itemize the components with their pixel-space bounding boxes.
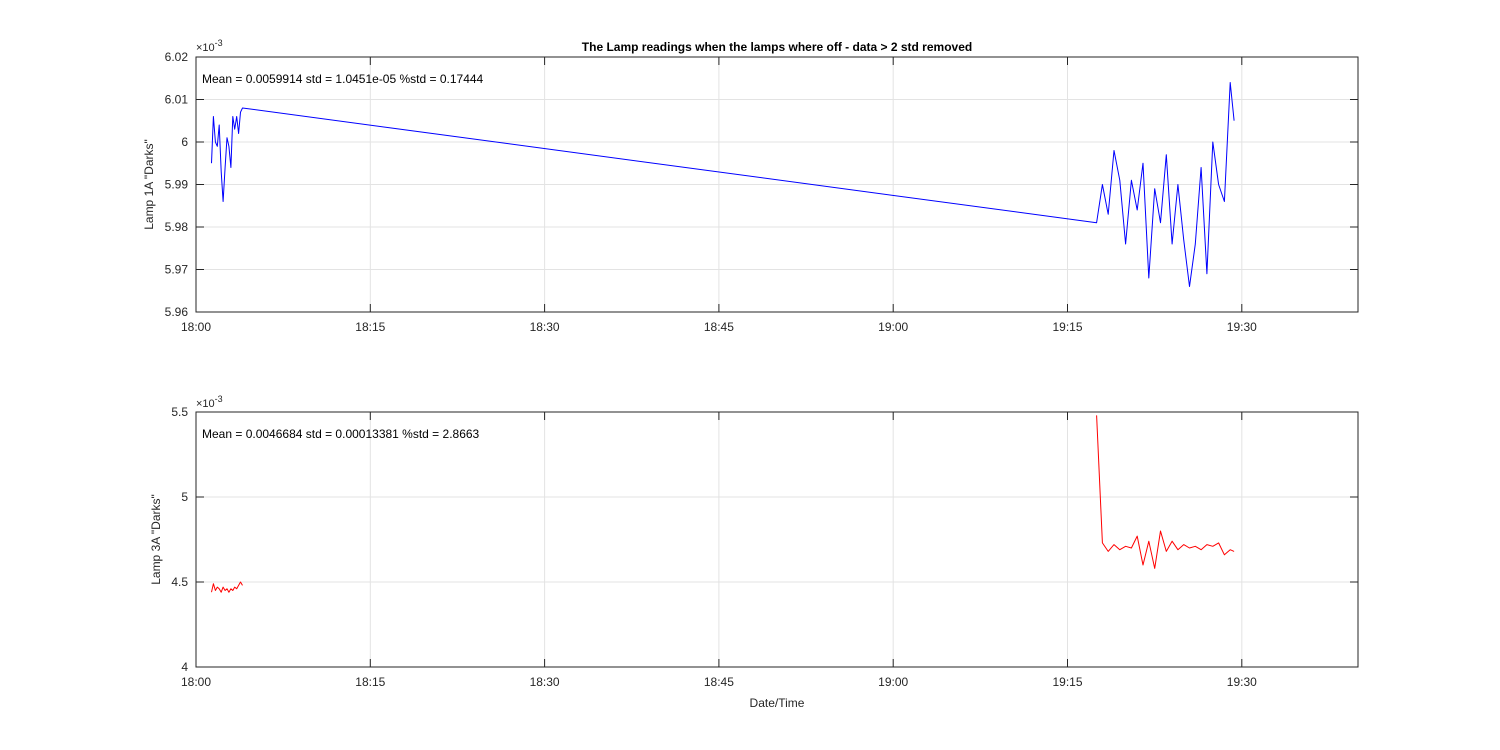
bottom-plot-frame <box>195 411 1359 668</box>
y-tick-label: 5.5 <box>171 405 188 419</box>
y-tick-label: 4 <box>181 660 188 674</box>
x-tick-label: 18:45 <box>704 320 734 334</box>
bottom-stats-annotation: Mean = 0.0046684 std = 0.00013381 %std =… <box>202 427 480 441</box>
bottom-y-ticks: 4 4.5 5 5.5 <box>171 405 1358 674</box>
top-stats-annotation: Mean = 0.0059914 std = 1.0451e-05 %std =… <box>202 72 484 86</box>
bottom-y-axis-label: Lamp 3A "Darks" <box>149 494 163 585</box>
y-tick-label: 6 <box>181 135 188 149</box>
y-tick-label: 6.02 <box>165 50 189 64</box>
bottom-plot-background <box>196 412 1358 667</box>
chart-title: The Lamp readings when the lamps where o… <box>582 40 972 54</box>
y-tick-label: 5.96 <box>165 305 189 319</box>
series-line <box>1096 415 1235 569</box>
top-y-axis-label: Lamp 1A "Darks" <box>142 139 156 230</box>
bottom-subplot: 18:00 18:15 18:30 18:45 19:00 19:15 19:30 4 4.5… <box>149 394 1359 710</box>
x-tick-label: 19:15 <box>1052 320 1082 334</box>
x-tick-label: 19:15 <box>1052 675 1082 689</box>
y-tick-label: 5 <box>181 490 188 504</box>
x-tick-label: 18:30 <box>530 675 560 689</box>
top-subplot: The Lamp readings when the lamps where o… <box>142 38 1359 334</box>
top-y-ticks: 5.96 5.97 5.98 5.99 6 6.01 6.02 <box>165 50 1358 319</box>
x-tick-label: 19:00 <box>878 675 908 689</box>
x-tick-label: 19:30 <box>1227 675 1257 689</box>
x-axis-label: Date/Time <box>750 696 805 710</box>
y-tick-label: 5.98 <box>165 220 189 234</box>
x-tick-label: 18:45 <box>704 675 734 689</box>
y-tick-label: 5.99 <box>165 178 189 192</box>
x-tick-label: 18:30 <box>530 320 560 334</box>
series-line <box>211 82 1235 287</box>
series-line <box>211 581 243 593</box>
bottom-series <box>211 415 1235 593</box>
x-tick-label: 19:00 <box>878 320 908 334</box>
x-tick-label: 19:30 <box>1227 320 1257 334</box>
y-tick-label: 6.01 <box>165 93 189 107</box>
top-y-exponent: ×10-3 <box>196 38 223 54</box>
bottom-y-exponent: ×10-3 <box>196 394 223 410</box>
top-series <box>211 82 1235 287</box>
top-x-ticks: 18:00 18:15 18:30 18:45 19:00 19:15 19:30 <box>181 57 1257 334</box>
bottom-x-ticks: 18:00 18:15 18:30 18:45 19:00 19:15 19:30 <box>181 412 1257 689</box>
x-tick-label: 18:15 <box>355 675 385 689</box>
x-tick-label: 18:00 <box>181 675 211 689</box>
x-tick-label: 18:15 <box>355 320 385 334</box>
y-tick-label: 5.97 <box>165 263 189 277</box>
x-tick-label: 18:00 <box>181 320 211 334</box>
y-tick-label: 4.5 <box>171 575 188 589</box>
